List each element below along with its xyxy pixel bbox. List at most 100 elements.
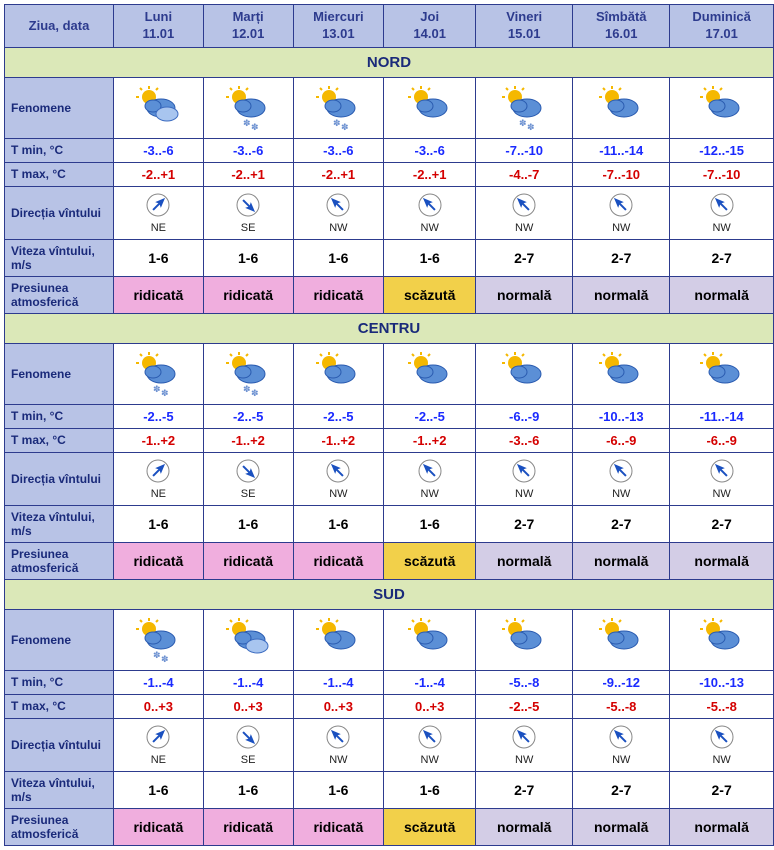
pressure-cell: ridicată <box>203 276 293 313</box>
dir-cell: NW <box>384 452 476 505</box>
day-date: 12.01 <box>232 26 265 41</box>
dir-cell: NW <box>476 452 573 505</box>
tmin-cell: -1..-4 <box>384 670 476 694</box>
weather-icon <box>596 350 646 398</box>
dir-cell: NW <box>476 718 573 771</box>
dir-label: NW <box>712 486 730 500</box>
speed-cell: 1-6 <box>203 239 293 276</box>
fenomene-cell <box>476 609 573 670</box>
dir-label: NW <box>329 752 347 766</box>
pressure-cell: normală <box>476 276 573 313</box>
dir-label: NE <box>151 220 166 234</box>
wind-arrow-icon <box>709 724 735 750</box>
pressure-cell: scăzută <box>384 808 476 845</box>
weather-icon <box>596 84 646 132</box>
tmax-cell: -1..+2 <box>203 428 293 452</box>
fenomene-cell: ✽ ✽ <box>114 343 204 404</box>
label-fenomene: Fenomene <box>5 609 114 670</box>
tmin-cell: -6..-9 <box>476 404 573 428</box>
fenomene-cell <box>670 343 774 404</box>
svg-text:✽: ✽ <box>251 388 259 398</box>
tmin-cell: -3..-6 <box>203 138 293 162</box>
header-day-6: Duminică17.01 <box>670 5 774 48</box>
weather-icon <box>405 616 455 664</box>
fenomene-cell: ✽ ✽ <box>114 609 204 670</box>
speed-cell: 1-6 <box>203 505 293 542</box>
dir-cell: NW <box>293 186 384 239</box>
pressure-cell: scăzută <box>384 542 476 579</box>
weather-icon <box>499 350 549 398</box>
weather-icon <box>697 350 747 398</box>
dir-cell: NE <box>114 186 204 239</box>
tmax-cell: -6..-9 <box>573 428 670 452</box>
wind-arrow-icon <box>608 192 634 218</box>
fenomene-cell <box>384 609 476 670</box>
tmax-cell: -5..-8 <box>670 694 774 718</box>
header-day-0: Luni11.01 <box>114 5 204 48</box>
pressure-cell: scăzută <box>384 276 476 313</box>
day-name: Sîmbătă <box>596 9 647 24</box>
tmax-cell: 0..+3 <box>203 694 293 718</box>
wind-arrow-icon <box>511 192 537 218</box>
day-name: Marți <box>233 9 264 24</box>
dir-cell: NW <box>384 718 476 771</box>
speed-cell: 1-6 <box>384 505 476 542</box>
header-row: Ziua, data Luni11.01Marți12.01Miercuri13… <box>5 5 774 48</box>
tmin-cell: -2..-5 <box>384 404 476 428</box>
fenomene-cell <box>293 609 384 670</box>
tmax-cell: -6..-9 <box>670 428 774 452</box>
region-header-2: SUD <box>5 579 774 609</box>
wind-arrow-icon <box>511 458 537 484</box>
wind-arrow-icon <box>417 458 443 484</box>
wind-arrow-icon <box>145 724 171 750</box>
speed-cell: 1-6 <box>114 771 204 808</box>
label-tmax: T max, °C <box>5 162 114 186</box>
fenomene-cell <box>573 77 670 138</box>
speed-cell: 2-7 <box>670 505 774 542</box>
header-day-5: Sîmbătă16.01 <box>573 5 670 48</box>
svg-text:✽: ✽ <box>161 654 169 664</box>
wind-arrow-icon <box>608 724 634 750</box>
label-dir: Direcția vîntului <box>5 186 114 239</box>
weather-icon <box>697 616 747 664</box>
wind-arrow-icon <box>325 724 351 750</box>
dir-cell: NE <box>114 718 204 771</box>
label-tmin: T min, °C <box>5 670 114 694</box>
dir-cell: NW <box>670 452 774 505</box>
wind-arrow-icon <box>709 192 735 218</box>
label-pressure: Presiunea atmosferică <box>5 808 114 845</box>
wind-arrow-icon <box>145 458 171 484</box>
label-speed: Viteza vîntului, m/s <box>5 505 114 542</box>
fenomene-cell <box>670 77 774 138</box>
svg-text:✽: ✽ <box>153 650 161 660</box>
speed-cell: 1-6 <box>114 505 204 542</box>
fenomene-cell <box>573 609 670 670</box>
forecast-table: Ziua, data Luni11.01Marți12.01Miercuri13… <box>4 4 774 846</box>
day-date: 13.01 <box>322 26 355 41</box>
weather-icon <box>697 84 747 132</box>
speed-cell: 1-6 <box>114 239 204 276</box>
wind-arrow-icon <box>235 192 261 218</box>
dir-label: NW <box>421 486 439 500</box>
speed-cell: 1-6 <box>384 239 476 276</box>
fenomene-cell: ✽ ✽ <box>293 77 384 138</box>
label-speed: Viteza vîntului, m/s <box>5 239 114 276</box>
label-tmax: T max, °C <box>5 694 114 718</box>
day-date: 14.01 <box>413 26 446 41</box>
dir-label: NW <box>712 752 730 766</box>
label-dir: Direcția vîntului <box>5 452 114 505</box>
tmax-cell: -3..-6 <box>476 428 573 452</box>
dir-label: NW <box>712 220 730 234</box>
wind-arrow-icon <box>511 724 537 750</box>
dir-cell: NW <box>293 718 384 771</box>
pressure-cell: ridicată <box>293 276 384 313</box>
weather-icon <box>405 350 455 398</box>
label-tmin: T min, °C <box>5 404 114 428</box>
pressure-cell: ridicată <box>114 808 204 845</box>
label-tmax: T max, °C <box>5 428 114 452</box>
wind-arrow-icon <box>235 724 261 750</box>
speed-cell: 1-6 <box>293 239 384 276</box>
day-name: Luni <box>145 9 172 24</box>
pressure-cell: ridicată <box>293 542 384 579</box>
tmax-cell: 0..+3 <box>114 694 204 718</box>
